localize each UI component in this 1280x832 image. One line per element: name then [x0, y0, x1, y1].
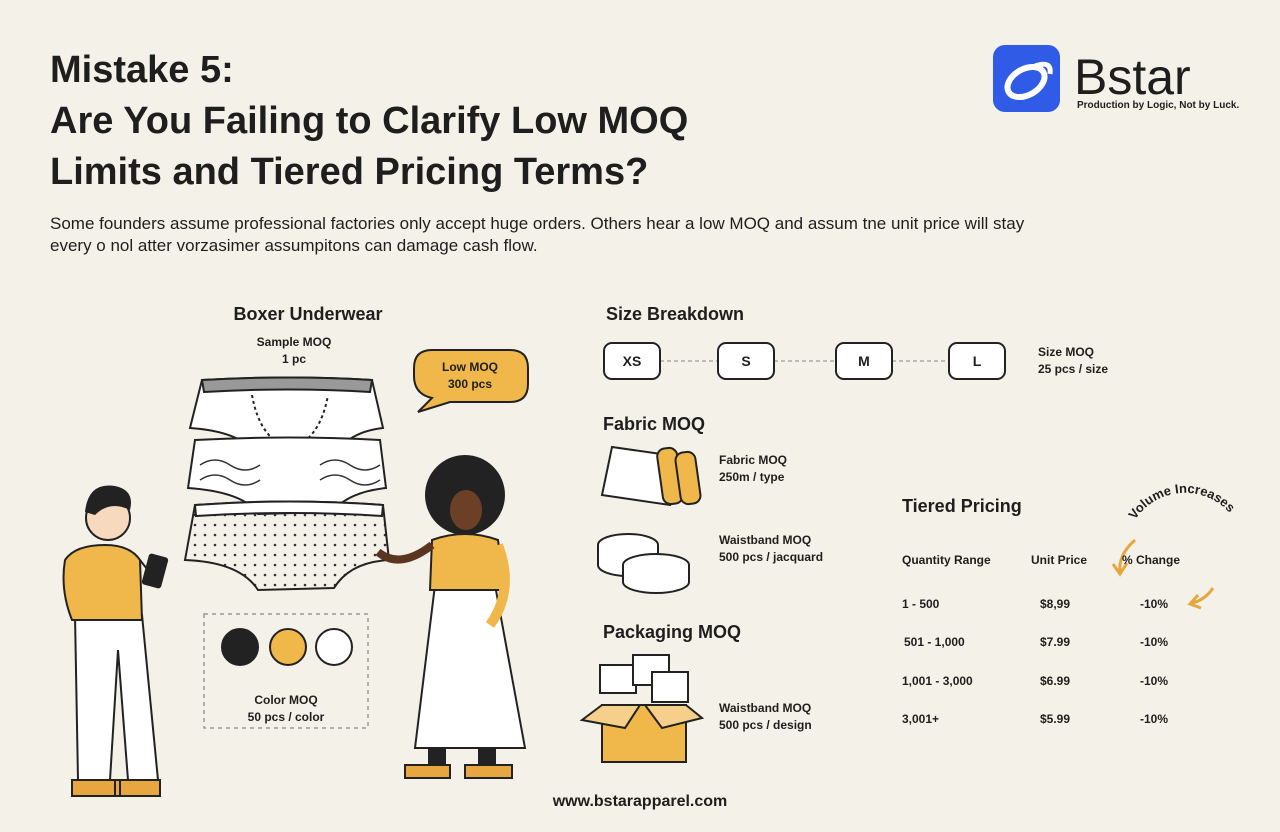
table-cell: -10% [1140, 597, 1168, 611]
intro-line: Some founders assume professional factor… [50, 214, 1025, 233]
fabric-value: 250m / type [719, 470, 785, 484]
man-illustration-part [85, 485, 131, 515]
table-cell: 1 - 500 [902, 597, 940, 611]
color-swatch [315, 628, 353, 666]
man-illustration [62, 485, 169, 797]
arrow [1111, 538, 1137, 577]
sample-label: Sample MOQ [257, 335, 332, 349]
section-title: Size Breakdown [606, 304, 744, 324]
table-cell: $6.99 [1040, 674, 1070, 688]
color-swatch [269, 628, 307, 666]
boxer-illustration-part [186, 436, 388, 516]
table-cell: 3,001+ [902, 712, 939, 726]
fabric-illustration-part [674, 450, 702, 506]
boxer-illustration-part [199, 459, 381, 486]
logo-icon-part [1004, 63, 1048, 101]
fabric-illustration [600, 445, 702, 507]
arrow [1187, 587, 1215, 610]
packaging-illustration [579, 654, 705, 763]
boxer-illustration-part [193, 500, 385, 518]
woman-illustration-part [404, 764, 513, 779]
table-cell: 1,001 - 3,000 [902, 674, 973, 688]
boxer-illustration [183, 376, 391, 592]
size-moq-value: 25 pcs / size [1038, 362, 1108, 376]
waistband-label: Waistband MOQ [719, 533, 811, 547]
bubble-label: Low MOQ [442, 360, 498, 374]
table-cell: -10% [1140, 674, 1168, 688]
color-box [203, 613, 369, 729]
packaging-illustration-part [651, 671, 689, 703]
speech-bubble-part [413, 349, 529, 413]
color-label: Color MOQ [254, 693, 317, 707]
boxer-illustration-part [200, 376, 374, 394]
bubble-value: 300 pcs [448, 377, 492, 391]
size-label: XS [623, 353, 642, 369]
size-box [948, 342, 1006, 380]
size-label: S [741, 353, 750, 369]
logo-name: Bstar [1074, 49, 1191, 105]
packaging-illustration-part [579, 704, 705, 730]
title-line: Are You Failing to Clarify Low MOQ [50, 100, 688, 142]
table-cell: 501 - 1,000 [904, 635, 965, 649]
table-cell: -10% [1140, 635, 1168, 649]
woman-illustration-part [448, 488, 484, 532]
size-box [603, 342, 661, 380]
title-line: Limits and Tiered Pricing Terms? [50, 151, 648, 193]
speech-bubble [413, 349, 529, 413]
woman-illustration [375, 455, 527, 779]
table-cell: $8,99 [1040, 597, 1070, 611]
pricing-rows: 1 - 500 $8,99 -10% 501 - 1,000 $7.99 -10% 1,00… [902, 597, 1168, 726]
waistband-illustration-part [622, 565, 690, 594]
fabric-label: Fabric MOQ [719, 453, 787, 467]
size-label: L [973, 353, 982, 369]
man-illustration-part [62, 543, 144, 621]
section-title: Tiered Pricing [902, 496, 1022, 516]
table-cell: $5.99 [1040, 712, 1070, 726]
title-line: Mistake 5: [50, 49, 234, 91]
packaging-label: Waistband MOQ [719, 701, 811, 715]
table-header: % Change [1122, 553, 1180, 567]
logo-icon-part [993, 45, 1060, 112]
intro-line: every o nol atter vorzasimer assumpitons… [50, 236, 538, 255]
size-box [835, 342, 893, 380]
table-cell: -10% [1140, 712, 1168, 726]
woman-illustration-part [485, 543, 510, 628]
size-moq-label: Size MOQ [1038, 345, 1094, 359]
boxer-illustration-part [251, 394, 329, 450]
footer-url: www.bstarapparel.com [552, 793, 728, 810]
man-illustration-part [71, 779, 161, 797]
color-value: 50 pcs / color [248, 710, 325, 724]
size-box [717, 342, 775, 380]
logo-tagline: Production by Logic, Not by Luck. [1077, 100, 1239, 111]
section-title: Boxer Underwear [233, 304, 382, 324]
section-title: Fabric MOQ [603, 414, 705, 434]
size-label: M [858, 353, 870, 369]
sample-value: 1 pc [282, 352, 306, 366]
waistband-illustration [597, 533, 690, 594]
waistband-value: 500 pcs / jacquard [719, 550, 823, 564]
logo-icon [993, 45, 1060, 112]
color-swatch [221, 628, 259, 666]
table-header: Unit Price [1031, 553, 1087, 567]
logo-icon-part [1034, 61, 1053, 75]
man-illustration-part [141, 553, 169, 589]
section-title: Packaging MOQ [603, 622, 741, 642]
packaging-illustration-part [599, 664, 637, 694]
packaging-value: 500 pcs / design [719, 718, 812, 732]
woman-illustration-part [375, 541, 435, 564]
table-cell: $7.99 [1040, 635, 1070, 649]
table-header: Quantity Range [902, 553, 991, 567]
woman-illustration-part [428, 533, 507, 591]
